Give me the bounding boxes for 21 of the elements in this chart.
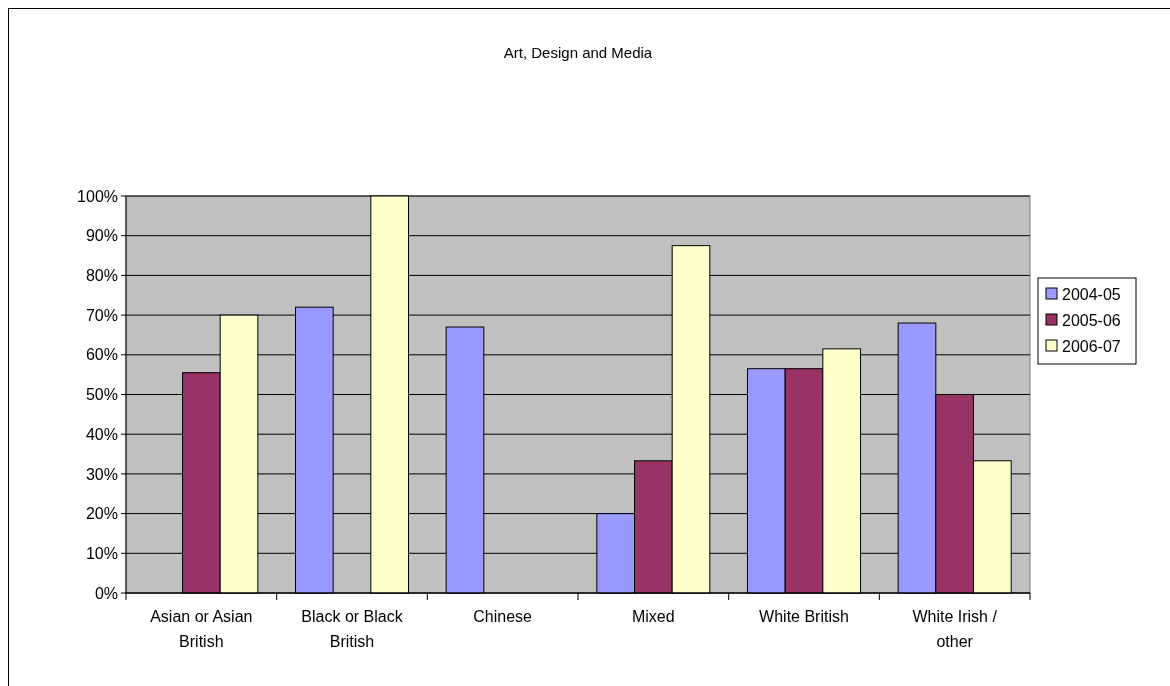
y-tick-label: 80% bbox=[85, 267, 118, 284]
x-tick-label: Asian or Asian British bbox=[150, 608, 253, 650]
x-tick-label: Black or Black British bbox=[301, 608, 404, 650]
y-tick-label: 20% bbox=[85, 505, 118, 523]
y-tick-label: 50% bbox=[85, 386, 118, 404]
x-tick-label: Mixed bbox=[631, 608, 675, 625]
legend-label: 2004-05 bbox=[1062, 285, 1121, 303]
y-tick-label: 70% bbox=[85, 306, 118, 324]
y-tick-label: 10% bbox=[85, 544, 118, 562]
x-tick-label: Chinese bbox=[473, 608, 533, 625]
x-tick-label: White British bbox=[759, 608, 849, 625]
chart-title: Art, Design and Media bbox=[503, 44, 653, 61]
y-tick-label: 40% bbox=[85, 425, 118, 443]
x-tick-label: White Irish / other bbox=[912, 608, 998, 650]
y-tick-label: 100% bbox=[77, 187, 118, 205]
legend-label: 2006-07 bbox=[1062, 337, 1121, 355]
y-tick-label: 30% bbox=[85, 465, 118, 483]
y-tick-label: 90% bbox=[85, 227, 118, 245]
legend-label: 2005-06 bbox=[1062, 311, 1121, 329]
y-tick-label: 60% bbox=[85, 346, 118, 364]
y-tick-label: 0% bbox=[94, 584, 118, 602]
